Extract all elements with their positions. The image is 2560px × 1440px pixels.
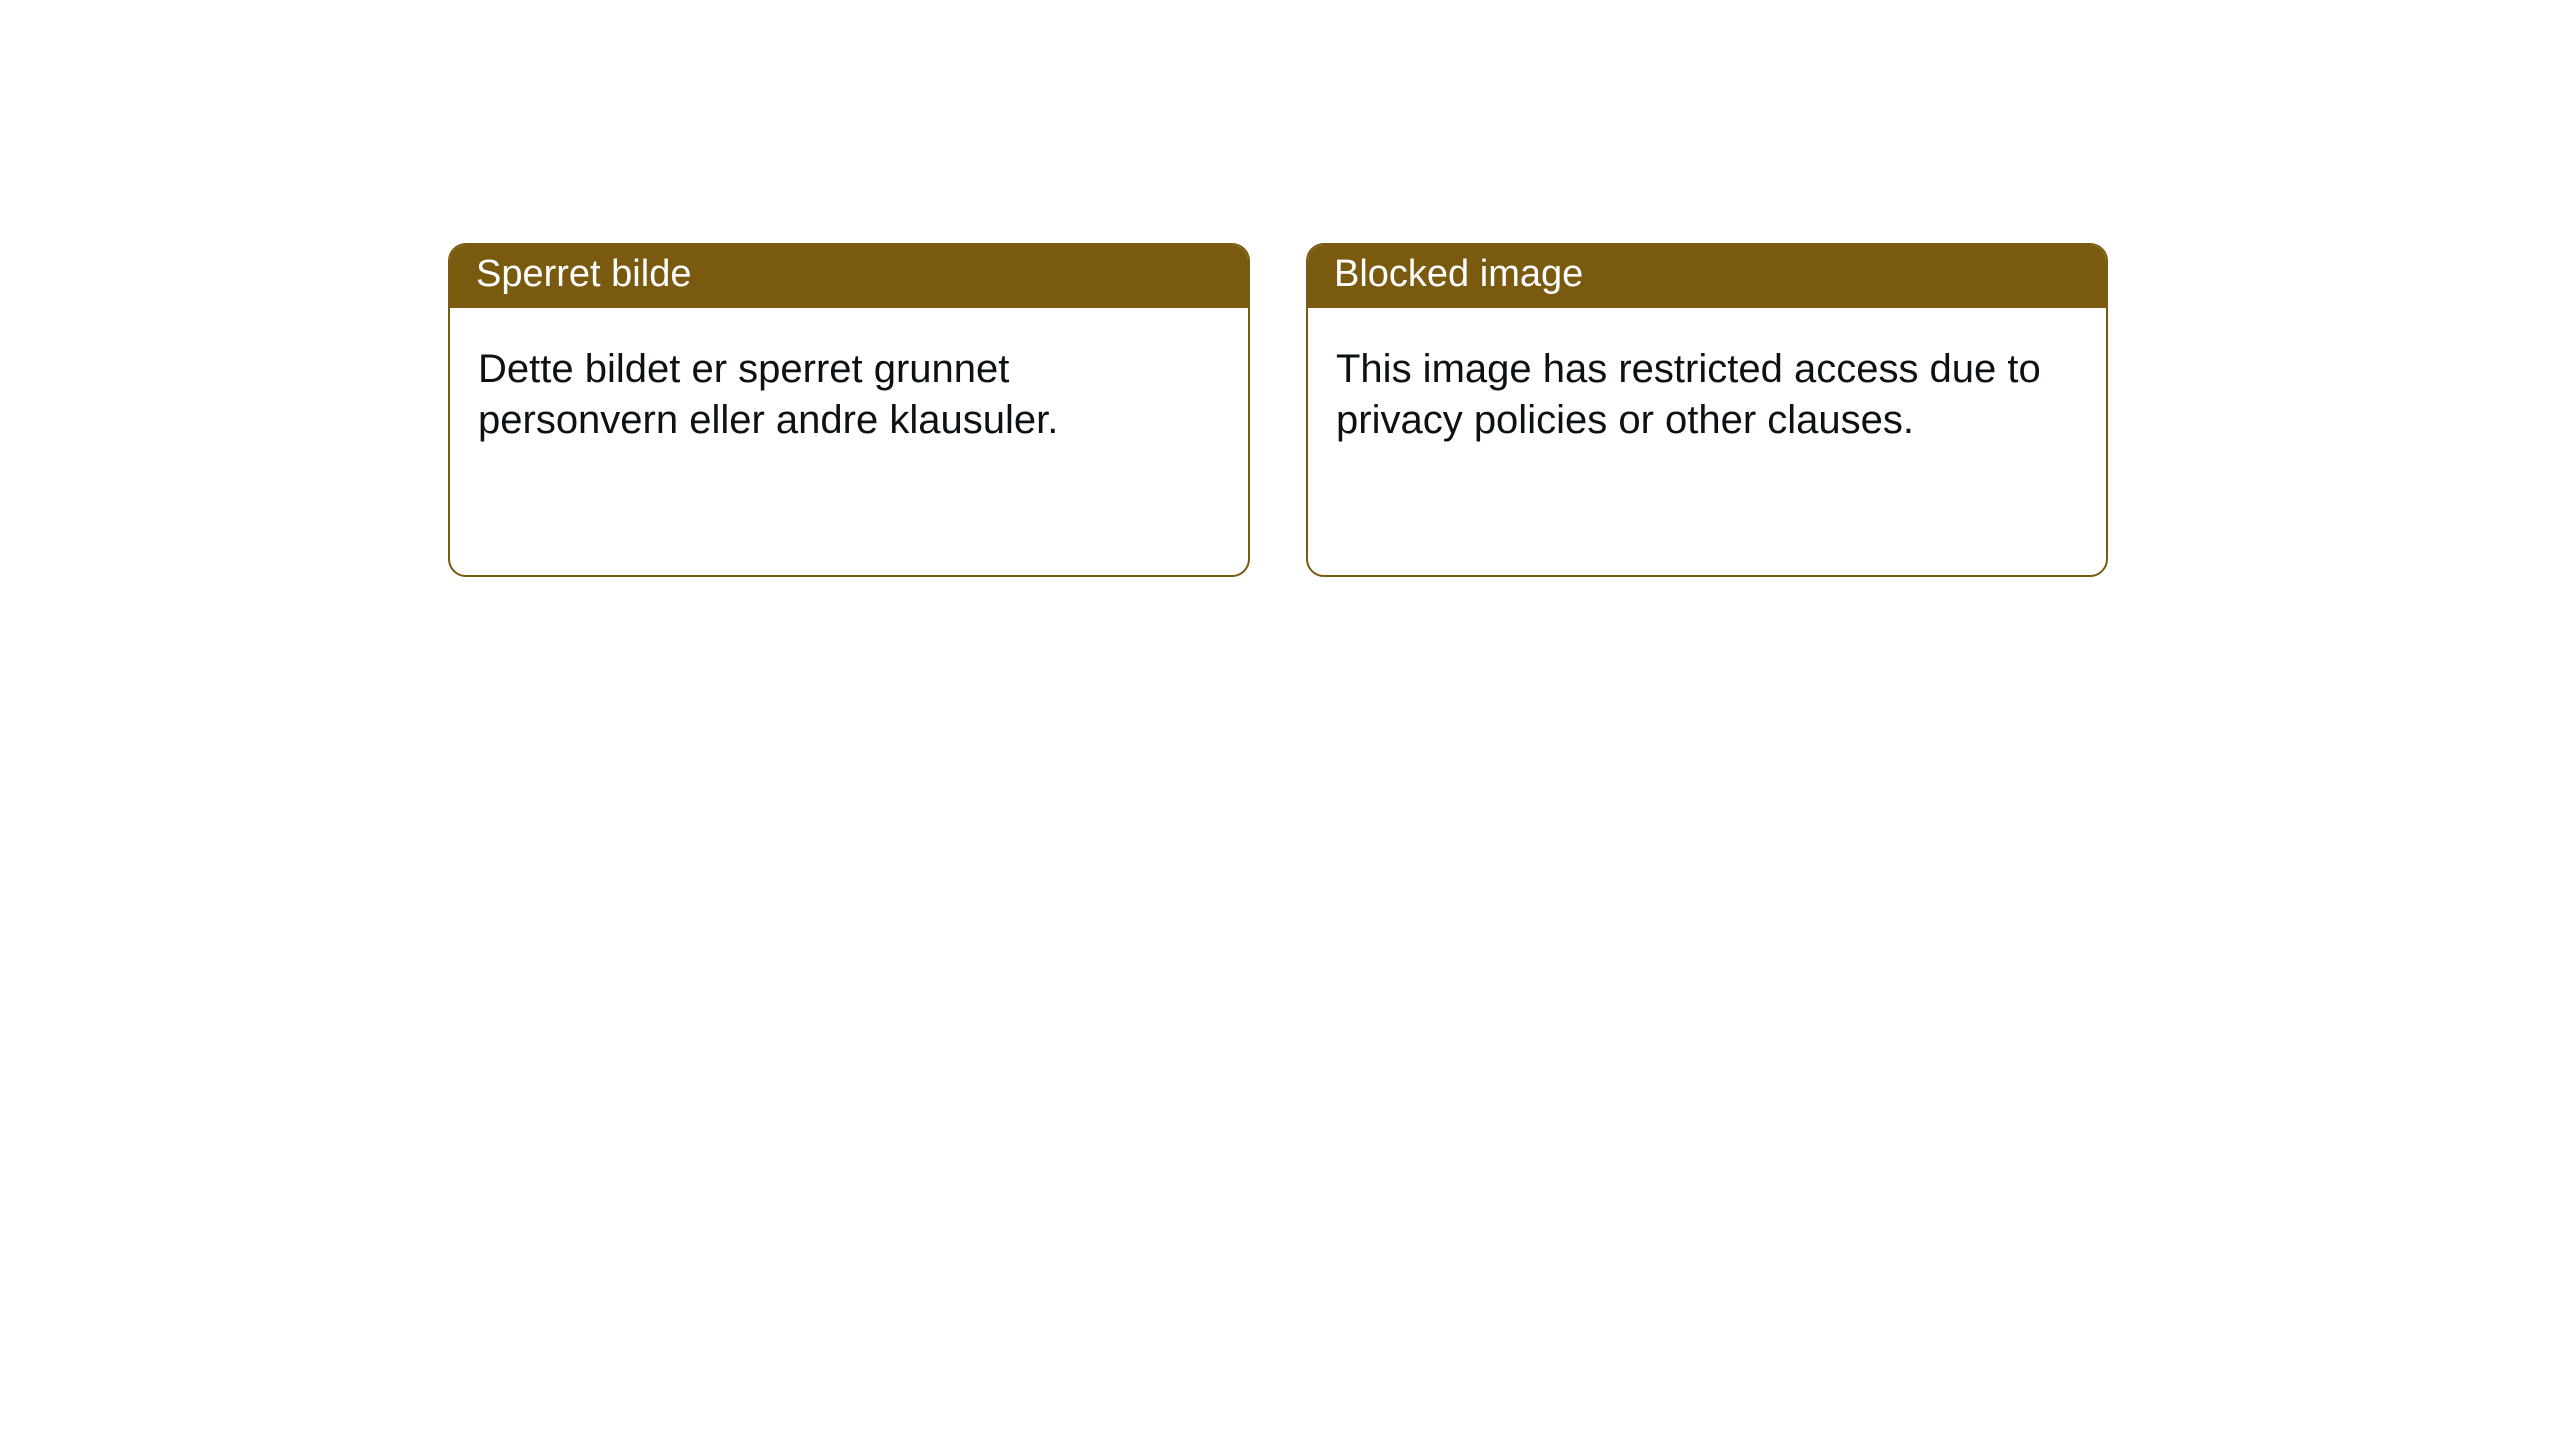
- notice-card-norwegian: Sperret bilde Dette bildet er sperret gr…: [448, 243, 1250, 577]
- notice-card-title: Blocked image: [1308, 245, 2106, 308]
- notice-card-body: This image has restricted access due to …: [1308, 308, 2106, 482]
- notice-card-body: Dette bildet er sperret grunnet personve…: [450, 308, 1248, 482]
- notice-card-english: Blocked image This image has restricted …: [1306, 243, 2108, 577]
- notice-container: Sperret bilde Dette bildet er sperret gr…: [0, 0, 2560, 577]
- notice-card-title: Sperret bilde: [450, 245, 1248, 308]
